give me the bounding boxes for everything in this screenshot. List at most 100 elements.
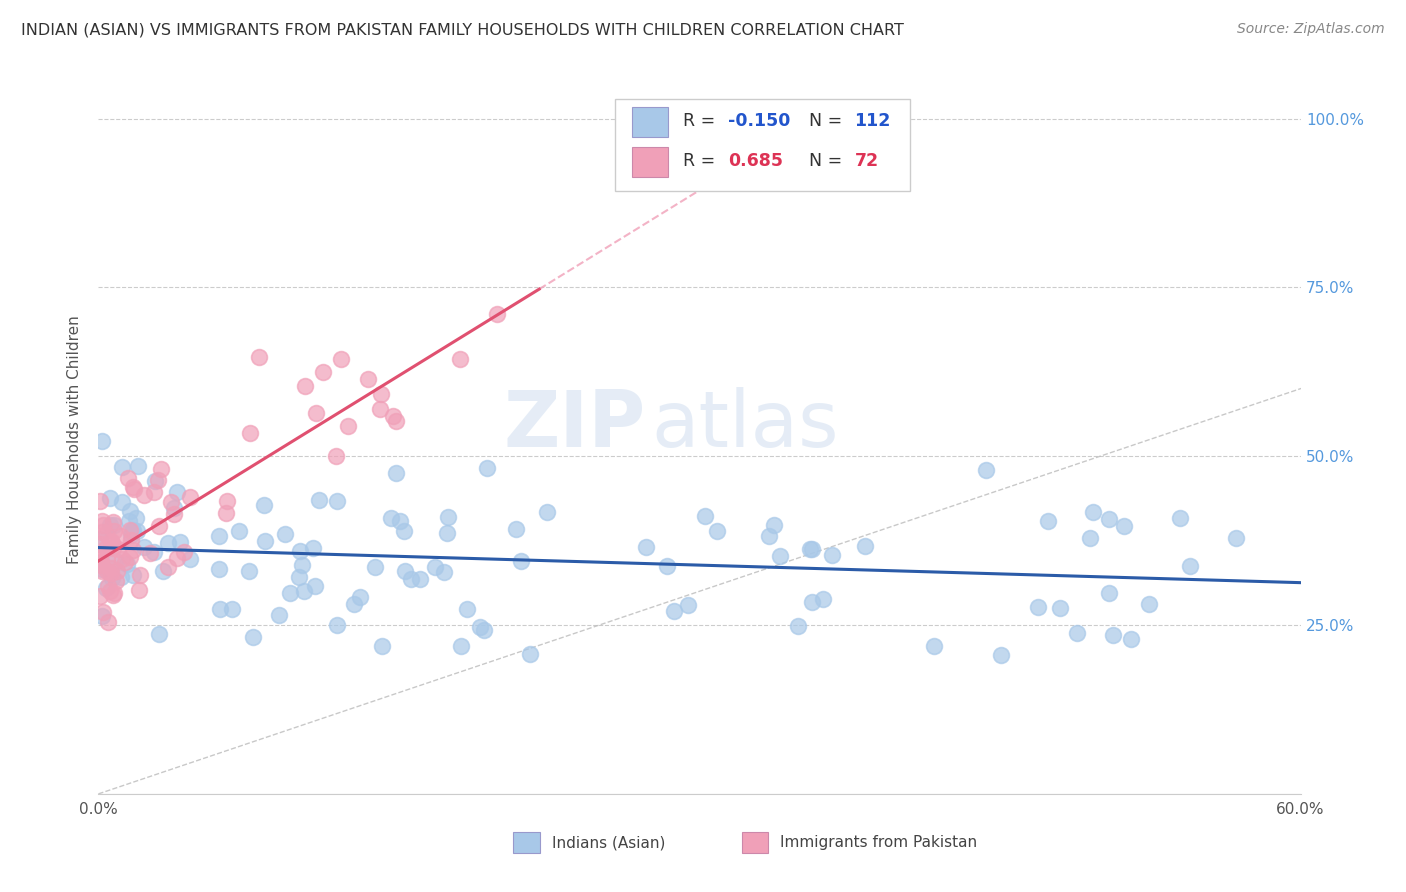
Point <box>156 560 179 574</box>
Point <box>370 387 392 401</box>
Point <box>148 518 170 533</box>
Text: atlas: atlas <box>651 387 839 463</box>
Point <box>990 648 1012 663</box>
Point <box>97 615 120 630</box>
Point <box>91 434 114 448</box>
Point <box>676 598 699 612</box>
Point <box>89 548 111 562</box>
Point <box>89 532 111 546</box>
Point <box>477 461 499 475</box>
Point <box>111 459 134 474</box>
Point <box>134 541 156 555</box>
Point <box>1098 585 1121 599</box>
Point <box>357 372 380 386</box>
Point <box>769 549 792 563</box>
Y-axis label: Family Households with Children: Family Households with Children <box>66 315 82 564</box>
Point <box>142 485 165 500</box>
Point <box>278 585 301 599</box>
Point <box>695 508 717 523</box>
Point <box>228 524 250 538</box>
Point <box>384 413 406 427</box>
Point <box>1081 505 1104 519</box>
Point <box>325 450 347 464</box>
Bar <box>741 832 768 854</box>
Point <box>330 351 353 366</box>
Point <box>450 639 472 653</box>
Point <box>90 564 112 578</box>
Point <box>238 426 260 441</box>
Point <box>142 545 165 559</box>
Point <box>122 482 145 496</box>
Point <box>94 541 117 555</box>
Text: 72: 72 <box>855 153 879 170</box>
Point <box>120 527 142 541</box>
Point <box>96 565 118 579</box>
Point <box>122 542 145 557</box>
Point <box>120 550 142 565</box>
Point <box>922 639 945 653</box>
Point <box>100 571 122 585</box>
Point <box>152 564 174 578</box>
Point <box>173 545 195 559</box>
Point <box>91 514 114 528</box>
Point <box>127 524 149 538</box>
Point <box>91 518 114 533</box>
Point <box>247 351 270 365</box>
Point <box>145 474 167 488</box>
Point <box>208 602 231 616</box>
Point <box>124 511 146 525</box>
Point <box>107 542 129 557</box>
Point <box>166 551 188 566</box>
Point <box>974 463 997 477</box>
Point <box>179 490 201 504</box>
Text: R =: R = <box>683 153 720 170</box>
Point <box>134 488 156 502</box>
Point <box>291 558 314 572</box>
Point <box>762 518 785 533</box>
Point <box>146 473 169 487</box>
Point <box>325 618 347 632</box>
Point <box>91 608 114 623</box>
Point <box>1168 511 1191 525</box>
Point <box>470 620 492 634</box>
Point <box>634 540 657 554</box>
Point <box>536 505 558 519</box>
Point <box>122 568 145 582</box>
Point <box>425 560 447 574</box>
Point <box>98 517 121 532</box>
Point <box>89 589 111 603</box>
Point <box>308 492 330 507</box>
Point <box>292 583 315 598</box>
Point <box>156 535 179 549</box>
Point <box>122 523 145 537</box>
Point <box>664 604 686 618</box>
Point <box>242 631 264 645</box>
Text: R =: R = <box>683 112 720 130</box>
Point <box>166 485 188 500</box>
Point <box>821 548 844 562</box>
Point <box>238 564 260 578</box>
Point <box>433 566 456 580</box>
Point <box>100 491 122 505</box>
Point <box>436 525 458 540</box>
Point <box>254 534 277 549</box>
Point <box>103 588 125 602</box>
Text: Source: ZipAtlas.com: Source: ZipAtlas.com <box>1237 22 1385 37</box>
Point <box>758 529 780 543</box>
Point <box>89 552 111 566</box>
Point <box>510 554 533 568</box>
Point <box>100 560 122 574</box>
Point <box>96 552 118 566</box>
Point <box>110 529 132 543</box>
Point <box>1101 628 1123 642</box>
Point <box>114 555 136 569</box>
Point <box>384 466 406 480</box>
Point <box>706 524 728 539</box>
Point <box>337 418 360 433</box>
Bar <box>633 147 668 177</box>
Point <box>90 558 112 572</box>
Point <box>519 647 541 661</box>
Point <box>450 352 472 367</box>
Text: -0.150: -0.150 <box>728 112 790 130</box>
Point <box>253 498 276 512</box>
